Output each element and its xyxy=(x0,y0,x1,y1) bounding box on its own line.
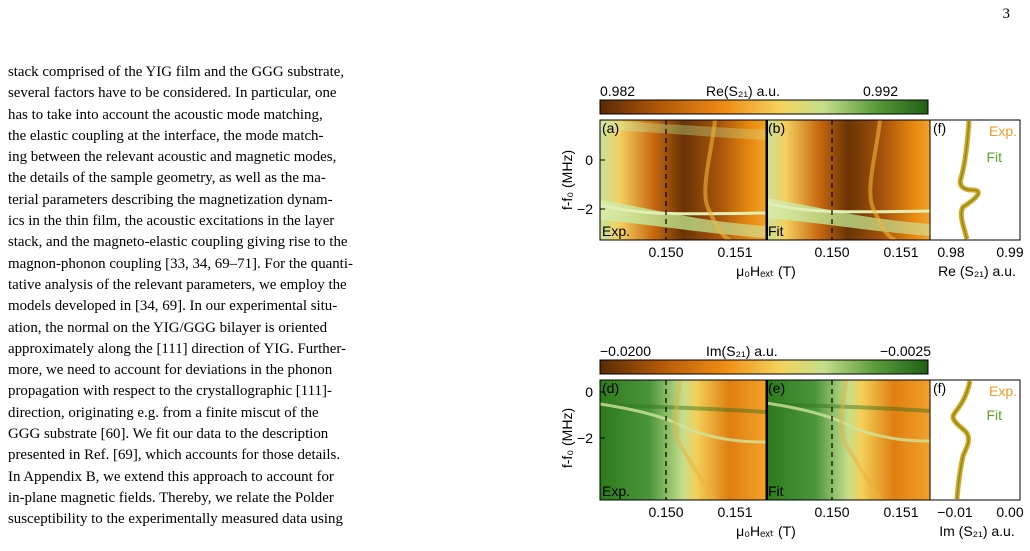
x-axis-label: μ₀Hₑₓₜ (T) xyxy=(736,263,796,279)
y-axis-label: f-f₀ (MHz) xyxy=(559,408,575,468)
text-line: stack comprised of the YIG film and the … xyxy=(8,64,345,80)
legend-fit: Fit xyxy=(986,149,1002,165)
panel-label: (a) xyxy=(602,120,619,136)
colorbar xyxy=(599,359,929,375)
x-tick-label: 0.150 xyxy=(648,244,683,260)
x-tick-label: 0.150 xyxy=(814,244,849,260)
text-line: approximately along the [111] direction … xyxy=(8,340,346,357)
text-line: stack, and the magneto-elastic coupling … xyxy=(8,234,348,251)
text-line: the details of the sample geometry, as w… xyxy=(8,170,326,187)
panel-label: (f) xyxy=(933,120,946,136)
text-line: more, we need to account for deviations … xyxy=(8,362,333,379)
side-x-axis-label: Re (S₂₁) a.u. xyxy=(938,263,1016,279)
side-x-tick-label: 0.99 xyxy=(996,244,1023,260)
page-number: 3 xyxy=(1002,6,1011,22)
text-line: GGG substrate [60]. We fit our data to t… xyxy=(8,426,329,443)
text-line: several factors have to be considered. I… xyxy=(8,85,337,102)
corner-label: Exp. xyxy=(602,483,630,499)
side-x-tick-label: 0.00 xyxy=(996,504,1023,520)
panel-label: (d) xyxy=(602,380,619,396)
panel-label: (b) xyxy=(768,120,785,136)
heatmap-panel-e xyxy=(765,379,931,502)
y-axis-label: f-f₀ (MHz) xyxy=(559,150,575,210)
y-tick-label: 0 xyxy=(585,384,593,400)
colorbar-max-label: 0.992 xyxy=(863,83,898,99)
text-line: tative analysis of the relevant paramete… xyxy=(8,276,347,293)
text-line: ation, the normal on the YIG/GGG bilayer… xyxy=(8,319,328,336)
colorbar-min-label: −0.0200 xyxy=(600,343,651,359)
x-tick-label: 0.151 xyxy=(883,504,918,520)
text-line: presented in Ref. [69], which accounts f… xyxy=(8,447,341,464)
text-line: the elastic coupling at the interface, t… xyxy=(8,127,324,144)
text-line: terial parameters describing the magneti… xyxy=(8,191,333,208)
text-line: susceptibility to the experimentally mea… xyxy=(8,511,343,528)
body-text: stack comprised of the YIG film and the … xyxy=(8,62,508,531)
text-line: direction, originating e.g. from a finit… xyxy=(8,404,319,421)
heatmap-panel-a xyxy=(599,119,767,242)
colorbar-min-label: 0.982 xyxy=(600,83,635,99)
text-line: in-plane magnetic fields. Thereby, we re… xyxy=(8,489,334,506)
corner-label: Fit xyxy=(768,223,784,239)
x-tick-label: 0.150 xyxy=(648,504,683,520)
text-line: magnon-phonon coupling [33, 34, 69–71]. … xyxy=(8,255,353,272)
legend-fit: Fit xyxy=(986,407,1002,423)
text-line: propagation with respect to the crystall… xyxy=(8,383,332,400)
legend-exp: Exp. xyxy=(989,123,1017,139)
y-tick-label: 0 xyxy=(585,152,593,168)
panel-label: (f) xyxy=(933,380,946,396)
colorbar-title: Im(S₂₁) a.u. xyxy=(706,343,778,359)
heatmap-panel-d xyxy=(599,379,767,502)
corner-label: Fit xyxy=(768,483,784,499)
colorbar xyxy=(599,99,929,115)
corner-label: Exp. xyxy=(602,223,630,239)
y-tick-label: −2 xyxy=(577,430,593,446)
text-line: ing between the relevant acoustic and ma… xyxy=(8,149,337,166)
side-x-tick-label: −0.01 xyxy=(937,504,973,520)
line-panel-f-bottom: (f) Exp. Fit xyxy=(929,379,1021,501)
side-x-tick-label: 0.98 xyxy=(937,244,964,260)
x-tick-label: 0.150 xyxy=(814,504,849,520)
x-axis-label: μ₀Hₑₓₜ (T) xyxy=(736,523,796,539)
x-tick-label: 0.151 xyxy=(717,244,752,260)
heatmap-panel-b xyxy=(765,119,931,242)
y-tick-label: −2 xyxy=(577,201,593,217)
x-tick-label: 0.151 xyxy=(717,504,752,520)
legend-exp: Exp. xyxy=(989,383,1017,399)
colorbar-max-label: −0.0025 xyxy=(880,343,931,359)
text-line: In Appendix B, we extend this approach t… xyxy=(8,468,334,485)
panel-label: (e) xyxy=(768,380,785,396)
colorbar-title: Re(S₂₁) a.u. xyxy=(706,83,780,99)
line-panel-f-top: (f) Exp. Fit xyxy=(929,119,1021,241)
text-line: ics in the thin film, the acoustic excit… xyxy=(8,213,335,230)
x-tick-label: 0.151 xyxy=(883,244,918,260)
figure: 0.982 Re(S₂₁) a.u. 0.992 (a) (b) Exp. Fi… xyxy=(559,83,1024,539)
side-x-axis-label: Im (S₂₁) a.u. xyxy=(939,523,1015,539)
text-line: has to take into account the acoustic mo… xyxy=(8,106,323,123)
text-line: models developed in [34, 69]. In our exp… xyxy=(8,298,338,315)
